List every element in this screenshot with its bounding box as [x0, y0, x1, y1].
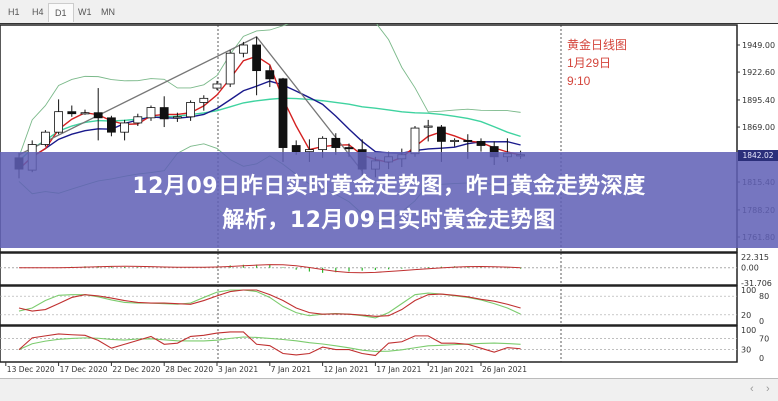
panel-osc-frame	[0, 252, 738, 286]
bullish-candle	[225, 52, 235, 85]
bearish-candle	[252, 44, 262, 72]
bullish-candle	[318, 137, 328, 151]
bearish-candle	[278, 78, 288, 148]
rsi-axis-label: 30	[741, 346, 751, 355]
annotation-time: 9:10	[567, 74, 591, 88]
bearish-candle	[67, 111, 77, 115]
bearish-candle	[344, 147, 354, 150]
price-axis-label: 1949.00	[742, 41, 775, 50]
bullish-candle	[186, 102, 196, 118]
stochastic-signal-line	[18, 289, 521, 317]
tab-w1[interactable]: W1	[78, 7, 92, 17]
date-axis-label: 28 Dec 2020	[165, 365, 213, 374]
bearish-candle	[93, 112, 103, 119]
tab-mn[interactable]: MN	[101, 7, 115, 17]
bearish-candle	[476, 141, 486, 146]
annotation-title: 黄金日线图	[567, 38, 628, 52]
current-price-tag: 1842.02	[738, 150, 778, 161]
date-axis-label: 26 Jan 2021	[482, 365, 527, 374]
rsi-axis-label: 100	[741, 326, 756, 335]
bullish-candle	[146, 107, 156, 119]
date-axis-label: 22 Dec 2020	[112, 365, 160, 374]
middle-band-line	[18, 97, 521, 162]
rsi-line	[18, 331, 521, 357]
bearish-candle	[107, 117, 116, 133]
banner-line-1: 12月09日昨日实时黄金走势图，昨日黄金走势深度	[132, 174, 646, 199]
oscillator-axis-label: 22.315	[741, 253, 769, 262]
bullish-candle	[172, 116, 182, 119]
bullish-candle	[304, 149, 314, 153]
stochastic-axis-label: 0	[759, 317, 764, 326]
bottom-scrollbar[interactable]: ‹ ›	[0, 378, 778, 401]
date-axis-label: 13 Dec 2020	[7, 365, 55, 374]
date-axis-label: 3 Jan 2021	[218, 365, 258, 374]
panel-rsi-frame	[0, 325, 738, 363]
upper-band-line	[18, 24, 521, 157]
stochastic-axis-label: 20	[741, 311, 751, 320]
bullish-candle	[120, 122, 129, 133]
date-axis-label: 7 Jan 2021	[271, 365, 311, 374]
bearish-candle	[463, 139, 473, 142]
scroll-left-icon[interactable]: ‹	[750, 383, 754, 395]
oscillator-signal-line	[19, 264, 521, 274]
overlay-banner: 12月09日昨日实时黄金走势图，昨日黄金走势深度 解析，12月09日实时黄金走势…	[0, 152, 778, 248]
bullish-candle	[199, 97, 209, 103]
price-axis-label: 1869.00	[742, 123, 775, 132]
oscillator-axis-label: 0.00	[741, 264, 759, 273]
date-axis-label: 17 Jan 2021	[376, 365, 421, 374]
scroll-right-icon[interactable]: ›	[766, 383, 770, 395]
tab-h4[interactable]: H4	[32, 7, 44, 17]
bearish-candle	[291, 145, 301, 153]
date-axis-label: 12 Jan 2021	[324, 365, 369, 374]
bullish-candle	[80, 112, 90, 115]
bullish-candle	[410, 127, 420, 155]
bullish-candle	[238, 44, 248, 54]
bearish-candle	[265, 70, 275, 80]
rsi-average-line	[18, 336, 521, 352]
banner-line-2: 解析，12月09日实时黄金走势图	[222, 208, 556, 233]
timeframe-toolbar: H1 H4 D1 W1 MN	[0, 0, 778, 24]
bullish-candle	[423, 125, 433, 128]
bearish-candle	[436, 126, 446, 142]
rsi-axis-label: 70	[759, 334, 769, 343]
date-axis-label: 21 Jan 2021	[429, 365, 474, 374]
bullish-candle	[212, 83, 222, 89]
bullish-candle	[54, 111, 63, 133]
panel-main-frame	[0, 24, 738, 253]
stochastic-axis-label: 80	[759, 292, 769, 301]
rsi-axis-label: 0	[759, 354, 764, 363]
bullish-candle	[133, 116, 143, 124]
oscillator-axis-label: -31.706	[741, 279, 772, 288]
stochastic-axis-label: 100	[741, 286, 756, 295]
price-axis-label: 1922.60	[742, 68, 775, 77]
chart-annotation: 黄金日线图 1月29日 9:10	[567, 36, 627, 90]
bullish-candle	[41, 131, 50, 145]
date-axis-label: 17 Dec 2020	[60, 365, 108, 374]
bullish-candle	[450, 139, 460, 142]
tab-d1[interactable]: D1	[48, 3, 74, 22]
bearish-candle	[331, 137, 341, 148]
price-axis-label: 1895.40	[742, 96, 775, 105]
panel-sto-frame	[0, 285, 738, 326]
tab-h1[interactable]: H1	[8, 7, 20, 17]
bearish-candle	[159, 107, 169, 120]
annotation-date: 1月29日	[567, 56, 612, 70]
